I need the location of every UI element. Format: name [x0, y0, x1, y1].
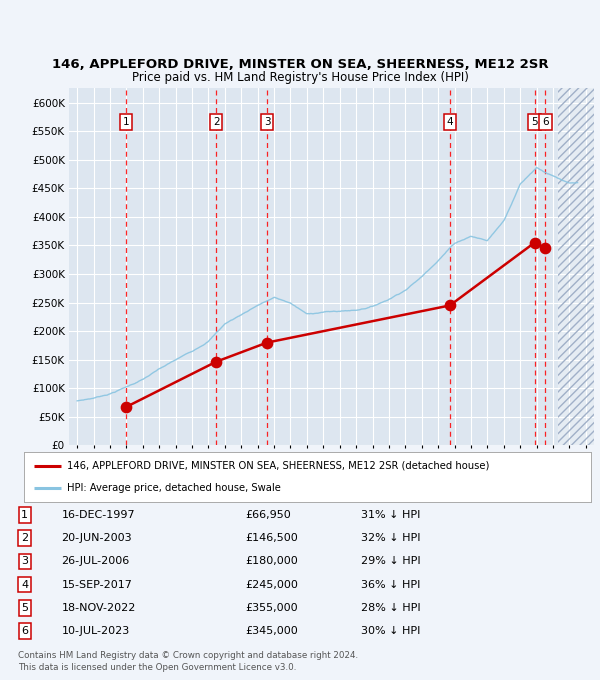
- Text: £345,000: £345,000: [245, 626, 298, 636]
- Point: [211, 356, 221, 367]
- Text: 15-SEP-2017: 15-SEP-2017: [61, 579, 133, 590]
- Bar: [558, 88, 594, 445]
- Text: 16-DEC-1997: 16-DEC-1997: [61, 510, 135, 520]
- Point: [262, 337, 272, 348]
- Text: 5: 5: [531, 118, 538, 127]
- Point: [445, 300, 455, 311]
- Text: This data is licensed under the Open Government Licence v3.0.: This data is licensed under the Open Gov…: [18, 663, 296, 672]
- Text: 146, APPLEFORD DRIVE, MINSTER ON SEA, SHEERNESS, ME12 2SR: 146, APPLEFORD DRIVE, MINSTER ON SEA, SH…: [52, 58, 548, 71]
- Text: 5: 5: [22, 602, 28, 613]
- Text: Price paid vs. HM Land Registry's House Price Index (HPI): Price paid vs. HM Land Registry's House …: [131, 71, 469, 84]
- Text: 28% ↓ HPI: 28% ↓ HPI: [361, 602, 421, 613]
- Text: 146, APPLEFORD DRIVE, MINSTER ON SEA, SHEERNESS, ME12 2SR (detached house): 146, APPLEFORD DRIVE, MINSTER ON SEA, SH…: [67, 460, 489, 471]
- Text: £180,000: £180,000: [245, 556, 298, 566]
- Text: 4: 4: [446, 118, 453, 127]
- Text: £146,500: £146,500: [245, 533, 298, 543]
- Text: £66,950: £66,950: [245, 510, 290, 520]
- Text: 20-JUN-2003: 20-JUN-2003: [61, 533, 132, 543]
- Point: [530, 237, 539, 248]
- Text: 3: 3: [22, 556, 28, 566]
- Text: 10-JUL-2023: 10-JUL-2023: [61, 626, 130, 636]
- Point: [541, 243, 550, 254]
- Text: 1: 1: [22, 510, 28, 520]
- Text: 30% ↓ HPI: 30% ↓ HPI: [361, 626, 421, 636]
- Text: 6: 6: [22, 626, 28, 636]
- Text: 18-NOV-2022: 18-NOV-2022: [61, 602, 136, 613]
- Text: 26-JUL-2006: 26-JUL-2006: [61, 556, 130, 566]
- Text: 31% ↓ HPI: 31% ↓ HPI: [361, 510, 421, 520]
- Text: 1: 1: [122, 118, 129, 127]
- Text: 36% ↓ HPI: 36% ↓ HPI: [361, 579, 421, 590]
- Text: 32% ↓ HPI: 32% ↓ HPI: [361, 533, 421, 543]
- Point: [121, 402, 131, 413]
- Text: 4: 4: [21, 579, 28, 590]
- Text: Contains HM Land Registry data © Crown copyright and database right 2024.: Contains HM Land Registry data © Crown c…: [18, 651, 358, 660]
- Text: 29% ↓ HPI: 29% ↓ HPI: [361, 556, 421, 566]
- Text: 6: 6: [542, 118, 548, 127]
- Text: 3: 3: [264, 118, 271, 127]
- Bar: [558, 88, 594, 445]
- Text: 2: 2: [21, 533, 28, 543]
- Text: HPI: Average price, detached house, Swale: HPI: Average price, detached house, Swal…: [67, 483, 280, 494]
- Text: £355,000: £355,000: [245, 602, 298, 613]
- Text: £245,000: £245,000: [245, 579, 298, 590]
- Text: 2: 2: [213, 118, 220, 127]
